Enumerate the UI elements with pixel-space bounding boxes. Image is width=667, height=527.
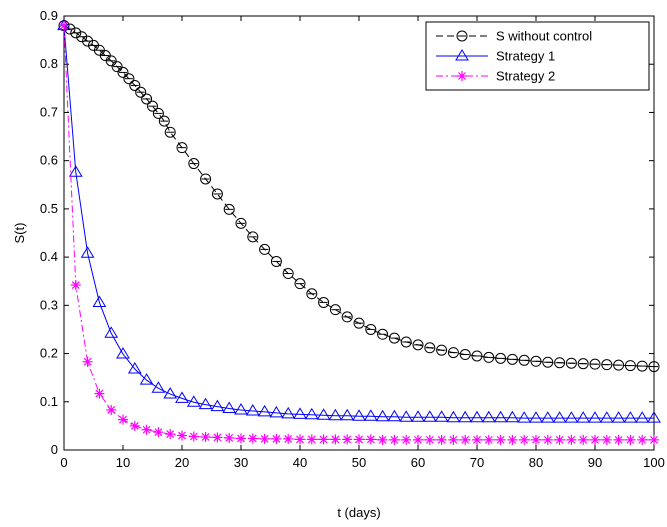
legend-entry-label: Strategy 2 xyxy=(496,69,555,84)
data-point xyxy=(637,435,647,445)
data-point xyxy=(472,435,482,445)
x-tick-label: 40 xyxy=(293,455,307,470)
data-point xyxy=(543,435,553,445)
data-point xyxy=(189,431,199,441)
data-point xyxy=(130,421,140,431)
data-point xyxy=(177,431,187,441)
data-point xyxy=(59,21,69,31)
data-point xyxy=(366,434,376,444)
data-point xyxy=(283,434,293,444)
data-point xyxy=(590,435,600,445)
data-point xyxy=(602,435,612,445)
data-point xyxy=(354,434,364,444)
data-point xyxy=(378,435,388,445)
data-point xyxy=(625,435,635,445)
y-tick-label: 0.4 xyxy=(40,249,58,264)
data-point xyxy=(71,280,81,290)
data-point xyxy=(389,435,399,445)
x-tick-label: 20 xyxy=(175,455,189,470)
data-point xyxy=(425,435,435,445)
legend-entry-label: Strategy 1 xyxy=(496,49,555,64)
data-point xyxy=(330,434,340,444)
data-point xyxy=(507,435,517,445)
data-point xyxy=(118,415,128,425)
legend-marker xyxy=(457,71,467,81)
data-point xyxy=(342,434,352,444)
data-point xyxy=(460,435,470,445)
data-point xyxy=(248,433,258,443)
y-tick-label: 0 xyxy=(51,442,58,457)
data-point xyxy=(437,435,447,445)
data-point xyxy=(212,432,222,442)
data-point xyxy=(649,435,659,445)
y-axis-label: S(t) xyxy=(12,223,27,244)
data-point xyxy=(555,435,565,445)
data-point xyxy=(413,435,423,445)
y-tick-label: 0.7 xyxy=(40,104,58,119)
x-tick-label: 60 xyxy=(411,455,425,470)
data-point xyxy=(401,435,411,445)
data-point xyxy=(94,389,104,399)
y-tick-label: 0.1 xyxy=(40,394,58,409)
y-tick-label: 0.5 xyxy=(40,201,58,216)
data-point xyxy=(319,434,329,444)
legend-entry-label: S without control xyxy=(496,29,592,44)
y-tick-label: 0.8 xyxy=(40,56,58,71)
x-tick-label: 80 xyxy=(529,455,543,470)
data-point xyxy=(519,435,529,445)
x-tick-label: 50 xyxy=(352,455,366,470)
data-point xyxy=(614,435,624,445)
x-tick-label: 90 xyxy=(588,455,602,470)
legend: S without control Strategy 1 Strategy 2 xyxy=(426,22,649,90)
data-point xyxy=(260,434,270,444)
data-point xyxy=(236,433,246,443)
data-point xyxy=(307,434,317,444)
data-point xyxy=(484,435,494,445)
data-point xyxy=(165,429,175,439)
data-point xyxy=(224,433,234,443)
y-tick-label: 0.2 xyxy=(40,346,58,361)
data-point xyxy=(578,435,588,445)
data-point xyxy=(448,435,458,445)
data-point xyxy=(271,434,281,444)
data-point xyxy=(106,405,116,415)
data-point xyxy=(83,357,93,367)
x-tick-label: 30 xyxy=(234,455,248,470)
data-point xyxy=(295,434,305,444)
x-tick-label: 0 xyxy=(60,455,67,470)
data-point xyxy=(496,435,506,445)
data-point xyxy=(142,425,152,435)
data-point xyxy=(201,432,211,442)
y-tick-label: 0.9 xyxy=(40,8,58,23)
x-axis-label: t (days) xyxy=(337,505,380,520)
data-point xyxy=(531,435,541,445)
x-tick-label: 100 xyxy=(643,455,665,470)
x-tick-label: 70 xyxy=(470,455,484,470)
data-point xyxy=(153,427,163,437)
y-tick-label: 0.6 xyxy=(40,153,58,168)
data-point xyxy=(566,435,576,445)
y-tick-label: 0.3 xyxy=(40,297,58,312)
x-tick-label: 10 xyxy=(116,455,130,470)
